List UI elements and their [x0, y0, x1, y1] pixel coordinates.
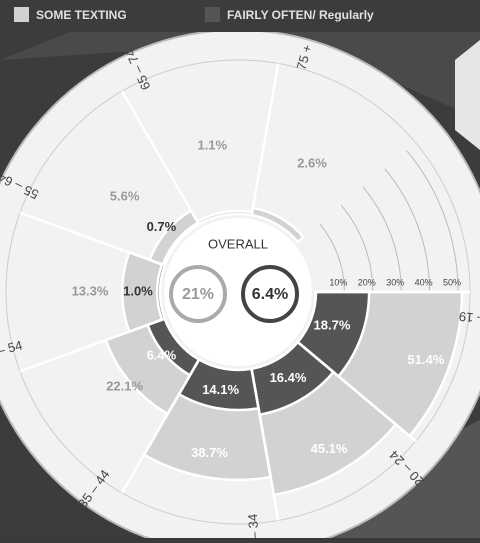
value-label-some: 45.1% [311, 441, 348, 456]
legend-label: SOME TEXTING [36, 8, 127, 22]
legend-swatch [14, 7, 29, 22]
value-label-some: 22.1% [106, 379, 143, 394]
value-label-some: 51.4% [407, 352, 444, 367]
chart: SOME TEXTING FAIRLY OFTEN/ Regularly 10% 20… [0, 0, 480, 538]
value-label-often: 6.4% [147, 348, 177, 363]
overall-value: 6.4% [252, 286, 288, 303]
legend-label: FAIRLY OFTEN/ Regularly [227, 8, 374, 22]
page: {"chart_data": { "type": "polar-area", "… [0, 0, 480, 538]
value-label-often: 0.7% [147, 219, 177, 234]
value-label-often: 16.4% [270, 370, 307, 385]
value-label-some: 13.3% [72, 283, 109, 298]
value-label-often: 14.1% [202, 382, 239, 397]
value-label-some: 38.7% [191, 445, 228, 460]
r-tick-label: 30% [386, 277, 404, 287]
value-label-often: 18.7% [314, 318, 351, 333]
legend-swatch [205, 7, 220, 22]
overall-value: 21% [182, 286, 214, 303]
r-tick-label: 40% [415, 277, 433, 287]
value-label-some: 5.6% [110, 188, 140, 203]
r-tick-label: 50% [443, 277, 461, 287]
r-tick-label: 20% [358, 277, 376, 287]
value-label-often: 1.0% [123, 283, 153, 298]
value-label-some: 1.1% [197, 138, 227, 153]
overall-title: OVERALL [208, 236, 268, 251]
value-label-some: 2.6% [297, 155, 327, 170]
r-tick-label: 10% [329, 277, 347, 287]
